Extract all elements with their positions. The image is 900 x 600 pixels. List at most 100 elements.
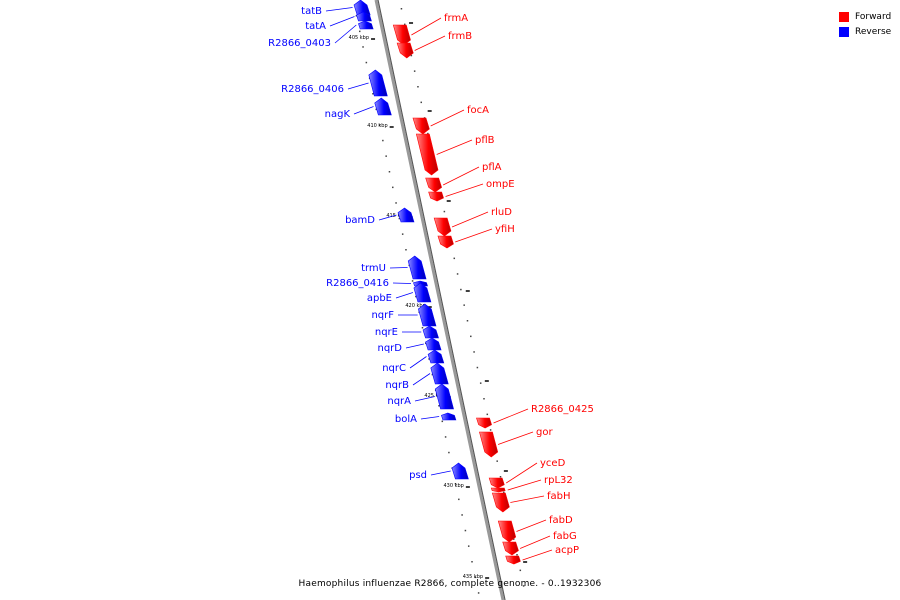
gene-R2866_0406[interactable]: R2866_0406 bbox=[281, 69, 388, 97]
gene-arrow[interactable] bbox=[428, 191, 444, 202]
gene-label[interactable]: bamD bbox=[345, 215, 375, 226]
gene-label[interactable]: yceD bbox=[540, 458, 566, 469]
gene-arrow[interactable] bbox=[358, 20, 374, 30]
gene-label[interactable]: rpL32 bbox=[544, 475, 573, 486]
gene-arrow[interactable] bbox=[490, 487, 506, 493]
gene-fabD[interactable]: fabD bbox=[497, 515, 573, 543]
gene-arrow[interactable] bbox=[476, 417, 492, 429]
gene-arrow[interactable] bbox=[415, 133, 439, 176]
minor-tick-right bbox=[427, 132, 429, 135]
gene-arrow[interactable] bbox=[407, 255, 427, 280]
gene-arrow[interactable] bbox=[374, 97, 392, 116]
gene-nqrD[interactable]: nqrD bbox=[378, 337, 442, 354]
gene-trmU[interactable]: trmU bbox=[361, 255, 427, 280]
gene-gor[interactable]: gor bbox=[479, 427, 553, 458]
gene-R2866_0425[interactable]: R2866_0425 bbox=[476, 404, 594, 429]
gene-arrow[interactable] bbox=[425, 337, 442, 351]
genome-backbone bbox=[374, 0, 505, 600]
gene-yceD[interactable]: yceD bbox=[488, 458, 566, 489]
gene-arrow[interactable] bbox=[413, 282, 432, 303]
gene-arrow[interactable] bbox=[434, 383, 454, 410]
gene-label[interactable]: yfiH bbox=[495, 224, 515, 235]
gene-bamD[interactable]: bamD bbox=[345, 207, 415, 226]
gene-label[interactable]: gor bbox=[536, 427, 553, 438]
gene-arrow[interactable] bbox=[497, 520, 517, 543]
gene-arrow[interactable] bbox=[505, 555, 521, 565]
gene-label[interactable]: frmA bbox=[444, 13, 468, 24]
gene-arrow[interactable] bbox=[502, 541, 519, 556]
gene-label[interactable]: acpP bbox=[555, 545, 579, 556]
map-caption: Haemophilus influenzae R2866, complete g… bbox=[298, 579, 602, 589]
gene-label[interactable]: pflB bbox=[475, 135, 495, 146]
gene-label[interactable]: pflA bbox=[482, 162, 502, 173]
gene-label[interactable]: nqrF bbox=[371, 310, 394, 321]
gene-nagK[interactable]: nagK bbox=[325, 97, 392, 120]
gene-frmB[interactable]: frmB bbox=[396, 31, 472, 59]
gene-label[interactable]: ompE bbox=[486, 179, 515, 190]
gene-arrow[interactable] bbox=[422, 325, 439, 339]
gene-label[interactable]: R2866_0403 bbox=[268, 38, 331, 49]
gene-label[interactable]: nagK bbox=[325, 109, 351, 120]
gene-label[interactable]: frmB bbox=[448, 31, 472, 42]
gene-acpP[interactable]: acpP bbox=[505, 545, 579, 565]
gene-arrow[interactable] bbox=[437, 235, 454, 249]
gene-label[interactable]: nqrA bbox=[387, 396, 411, 407]
gene-label[interactable]: fabG bbox=[553, 531, 577, 542]
gene-fabH[interactable]: fabH bbox=[491, 491, 571, 513]
gene-fabG[interactable]: fabG bbox=[502, 531, 577, 556]
gene-arrow[interactable] bbox=[491, 492, 510, 513]
gene-label[interactable]: fabD bbox=[549, 515, 573, 526]
gene-label[interactable]: nqrE bbox=[375, 327, 398, 338]
gene-arrow[interactable] bbox=[396, 42, 414, 59]
gene-arrow[interactable] bbox=[412, 117, 430, 135]
gene-ompE[interactable]: ompE bbox=[428, 179, 515, 202]
gene-pflA[interactable]: pflA bbox=[425, 162, 502, 193]
gene-arrow[interactable] bbox=[418, 303, 437, 327]
gene-arrow[interactable] bbox=[451, 462, 469, 480]
gene-label[interactable]: apbE bbox=[367, 293, 392, 304]
gene-label[interactable]: focA bbox=[467, 105, 489, 116]
leader-line bbox=[519, 535, 551, 549]
gene-label[interactable]: nqrB bbox=[385, 380, 409, 391]
gene-label[interactable]: nqrD bbox=[378, 343, 403, 354]
gene-arrow[interactable] bbox=[430, 362, 449, 385]
gene-yfiH[interactable]: yfiH bbox=[437, 224, 515, 249]
gene-nqrE[interactable]: nqrE bbox=[375, 325, 439, 339]
gene-pflB[interactable]: pflB bbox=[415, 133, 495, 176]
gene-psd[interactable]: psd bbox=[409, 462, 469, 481]
gene-R2866_0416[interactable]: R2866_0416 bbox=[326, 278, 428, 289]
gene-label[interactable]: R2866_0425 bbox=[531, 404, 594, 415]
gene-arrow[interactable] bbox=[392, 24, 411, 46]
gene-apbE[interactable]: apbE bbox=[367, 282, 432, 304]
minor-tick-left bbox=[421, 327, 424, 329]
gene-label[interactable]: R2866_0416 bbox=[326, 278, 389, 289]
gene-label[interactable]: fabH bbox=[547, 491, 571, 502]
gene-arrow[interactable] bbox=[433, 217, 452, 237]
gene-nqrF[interactable]: nqrF bbox=[371, 303, 437, 327]
minor-tick-left bbox=[405, 249, 407, 251]
gene-label[interactable]: tatA bbox=[305, 21, 326, 32]
gene-rluD[interactable]: rluD bbox=[433, 207, 512, 237]
gene-arrow[interactable] bbox=[425, 177, 442, 193]
gene-arrow[interactable] bbox=[397, 207, 415, 223]
gene-R2866_0403[interactable]: R2866_0403 bbox=[268, 20, 374, 49]
gene-rpL32[interactable]: rpL32 bbox=[490, 475, 573, 493]
gene-arrow[interactable] bbox=[479, 431, 499, 458]
gene-label[interactable]: bolA bbox=[395, 414, 417, 425]
gene-bolA[interactable]: bolA bbox=[395, 412, 457, 425]
gene-nqrA[interactable]: nqrA bbox=[387, 383, 454, 410]
gene-label[interactable]: tatB bbox=[301, 6, 322, 17]
gene-frmA[interactable]: frmA bbox=[392, 13, 468, 46]
gene-arrow[interactable] bbox=[441, 412, 457, 421]
gene-label[interactable]: R2866_0406 bbox=[281, 84, 344, 95]
minor-tick-left bbox=[398, 217, 401, 220]
gene-label[interactable]: rluD bbox=[491, 207, 512, 218]
gene-arrow[interactable] bbox=[368, 69, 388, 97]
gene-arrow[interactable] bbox=[427, 349, 445, 364]
gene-label[interactable]: nqrC bbox=[382, 363, 406, 374]
gene-focA[interactable]: focA bbox=[412, 105, 489, 135]
gene-label[interactable]: psd bbox=[409, 470, 427, 481]
minor-tick-left bbox=[378, 124, 381, 126]
gene-arrow[interactable] bbox=[488, 477, 505, 489]
gene-label[interactable]: trmU bbox=[361, 263, 386, 274]
